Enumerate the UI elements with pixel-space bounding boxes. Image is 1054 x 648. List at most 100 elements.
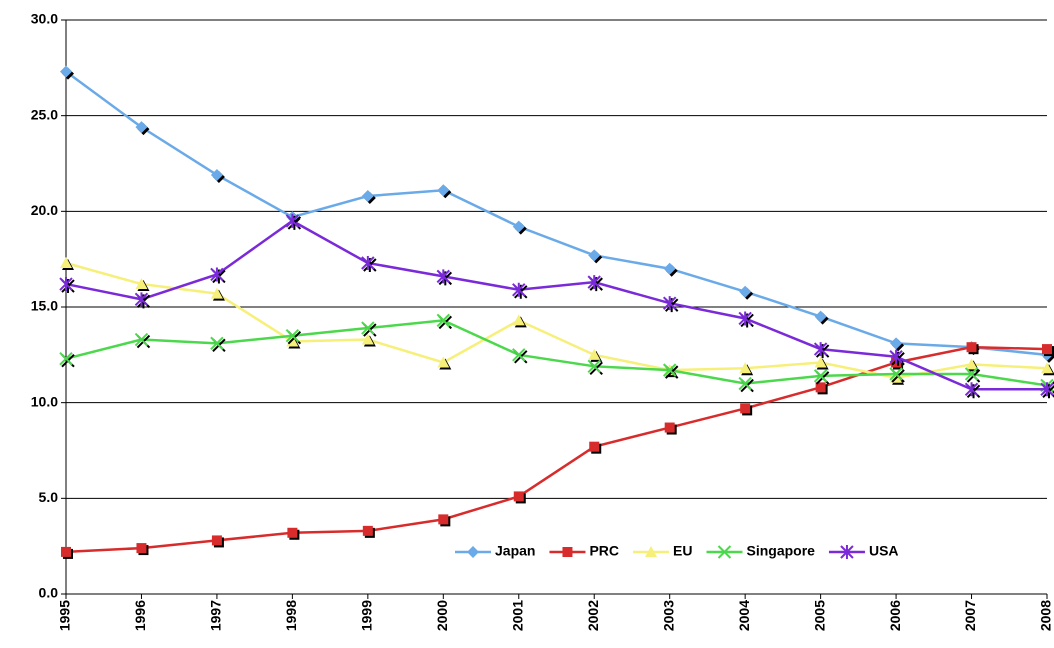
legend-marker xyxy=(467,546,479,558)
marker xyxy=(512,220,525,233)
legend-label: Japan xyxy=(495,543,535,559)
data-point xyxy=(438,514,451,527)
x-tick-label: 2001 xyxy=(509,600,525,631)
data-point xyxy=(361,321,377,337)
data-point xyxy=(59,277,75,294)
data-point xyxy=(134,292,151,309)
marker xyxy=(588,348,601,360)
marker xyxy=(814,310,827,323)
marker xyxy=(285,328,300,343)
marker xyxy=(59,351,73,366)
data-point xyxy=(436,313,453,330)
data-point xyxy=(437,356,452,370)
data-point xyxy=(966,342,979,355)
marker xyxy=(210,287,223,299)
marker xyxy=(965,358,978,370)
series-line xyxy=(65,319,1048,387)
series-line xyxy=(65,345,1048,554)
marker xyxy=(512,282,526,297)
marker xyxy=(135,278,148,290)
data-point xyxy=(663,262,678,277)
x-tick-label: 2003 xyxy=(660,600,676,631)
data-point xyxy=(512,314,527,328)
legend-marker xyxy=(562,547,573,557)
data-point xyxy=(814,356,829,370)
marker xyxy=(210,168,223,181)
marker xyxy=(589,441,600,452)
marker xyxy=(587,359,601,374)
marker xyxy=(964,382,979,397)
data-point xyxy=(889,367,905,383)
data-point xyxy=(813,369,830,385)
x-tick-label: 1996 xyxy=(132,600,148,631)
data-point xyxy=(588,249,603,264)
data-point xyxy=(664,422,677,435)
data-point xyxy=(436,269,453,286)
y-tick-label: 15.0 xyxy=(31,298,58,314)
x-tick-label: 1997 xyxy=(208,600,224,631)
marker xyxy=(210,267,224,282)
data-point xyxy=(739,285,754,300)
marker xyxy=(662,296,677,311)
marker xyxy=(136,543,147,554)
data-point xyxy=(813,342,830,359)
data-point xyxy=(134,332,151,349)
marker xyxy=(60,65,72,78)
data-point xyxy=(361,333,376,347)
x-tick-label: 2004 xyxy=(736,600,752,631)
marker xyxy=(739,362,752,374)
marker xyxy=(512,314,525,326)
marker xyxy=(362,525,373,536)
marker xyxy=(1042,344,1052,355)
marker xyxy=(134,332,149,347)
marker xyxy=(587,275,601,290)
marker xyxy=(135,121,148,134)
legend-marker xyxy=(717,545,732,559)
data-point xyxy=(210,336,226,353)
legend-label: Singapore xyxy=(746,543,815,559)
marker xyxy=(437,184,450,197)
data-point xyxy=(60,256,74,270)
data-point xyxy=(814,310,829,325)
legend-label: USA xyxy=(869,543,899,559)
marker xyxy=(285,213,300,228)
data-point xyxy=(964,367,981,383)
series-line xyxy=(65,70,1048,357)
y-tick-label: 0.0 xyxy=(39,585,59,601)
data-point xyxy=(61,546,73,559)
x-tick-label: 2006 xyxy=(887,600,903,631)
marker xyxy=(436,313,451,328)
marker xyxy=(739,285,752,298)
data-point xyxy=(587,359,603,376)
x-tick-label: 2008 xyxy=(1038,600,1054,631)
legend-marker xyxy=(645,546,658,557)
marker xyxy=(738,376,752,391)
x-tick-label: 1995 xyxy=(57,600,73,631)
data-point xyxy=(738,311,754,328)
marker xyxy=(964,367,979,381)
marker xyxy=(361,321,375,335)
data-point xyxy=(740,403,753,416)
marker xyxy=(813,342,828,357)
data-point xyxy=(135,121,150,136)
data-point xyxy=(890,337,905,352)
data-point xyxy=(1041,362,1054,376)
marker xyxy=(814,356,827,368)
y-tick-label: 10.0 xyxy=(31,393,58,409)
data-point xyxy=(739,362,754,376)
marker xyxy=(813,369,828,383)
y-tick-label: 30.0 xyxy=(31,11,58,27)
marker xyxy=(287,527,298,538)
series-line xyxy=(65,219,1047,391)
data-point xyxy=(59,351,75,368)
data-point xyxy=(662,363,679,379)
marker xyxy=(663,262,676,275)
data-point xyxy=(136,543,149,556)
data-point xyxy=(512,282,528,299)
data-point xyxy=(588,348,603,362)
x-tick-label: 1999 xyxy=(359,600,375,631)
legend-marker xyxy=(840,545,854,559)
y-tick-label: 25.0 xyxy=(31,106,58,122)
data-point xyxy=(437,184,452,199)
x-tick-label: 2007 xyxy=(962,600,978,631)
